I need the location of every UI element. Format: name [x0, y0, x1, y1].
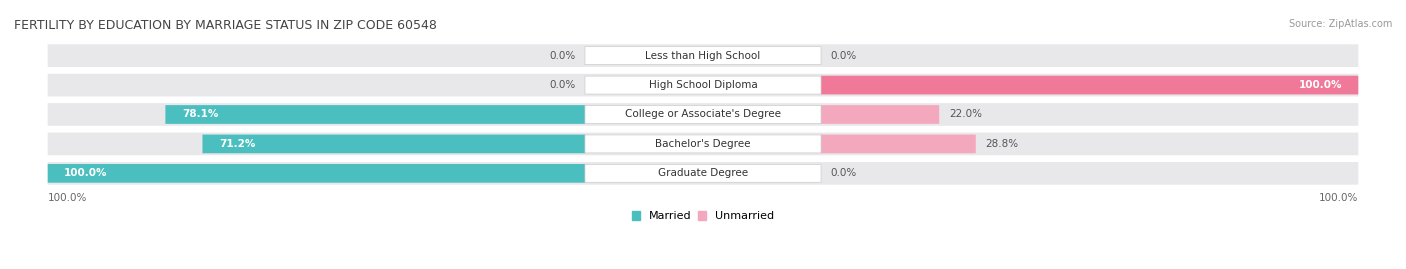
Text: 100.0%: 100.0% [48, 193, 87, 203]
FancyBboxPatch shape [48, 44, 1358, 67]
Text: High School Diploma: High School Diploma [648, 80, 758, 90]
Text: 0.0%: 0.0% [831, 51, 858, 61]
Text: FERTILITY BY EDUCATION BY MARRIAGE STATUS IN ZIP CODE 60548: FERTILITY BY EDUCATION BY MARRIAGE STATU… [14, 19, 437, 32]
FancyBboxPatch shape [48, 162, 1358, 185]
FancyBboxPatch shape [48, 103, 1358, 126]
Text: Less than High School: Less than High School [645, 51, 761, 61]
Text: 0.0%: 0.0% [548, 51, 575, 61]
Text: 71.2%: 71.2% [219, 139, 256, 149]
FancyBboxPatch shape [585, 47, 821, 65]
FancyBboxPatch shape [166, 105, 585, 124]
Text: 78.1%: 78.1% [181, 109, 218, 119]
Text: College or Associate's Degree: College or Associate's Degree [626, 109, 780, 119]
FancyBboxPatch shape [585, 105, 821, 123]
Text: 100.0%: 100.0% [65, 168, 108, 178]
Text: 22.0%: 22.0% [949, 109, 981, 119]
Text: Source: ZipAtlas.com: Source: ZipAtlas.com [1288, 19, 1392, 29]
FancyBboxPatch shape [585, 135, 821, 153]
FancyBboxPatch shape [821, 76, 1358, 94]
FancyBboxPatch shape [48, 133, 1358, 155]
FancyBboxPatch shape [585, 164, 821, 182]
FancyBboxPatch shape [48, 164, 585, 183]
FancyBboxPatch shape [48, 74, 1358, 96]
Text: Bachelor's Degree: Bachelor's Degree [655, 139, 751, 149]
FancyBboxPatch shape [821, 134, 976, 153]
FancyBboxPatch shape [585, 76, 821, 94]
Text: Graduate Degree: Graduate Degree [658, 168, 748, 178]
FancyBboxPatch shape [821, 105, 939, 124]
Legend: Married, Unmarried: Married, Unmarried [631, 211, 775, 221]
Text: 100.0%: 100.0% [1319, 193, 1358, 203]
FancyBboxPatch shape [202, 134, 585, 153]
Text: 0.0%: 0.0% [831, 168, 858, 178]
Text: 28.8%: 28.8% [986, 139, 1018, 149]
Text: 100.0%: 100.0% [1298, 80, 1341, 90]
Text: 0.0%: 0.0% [548, 80, 575, 90]
